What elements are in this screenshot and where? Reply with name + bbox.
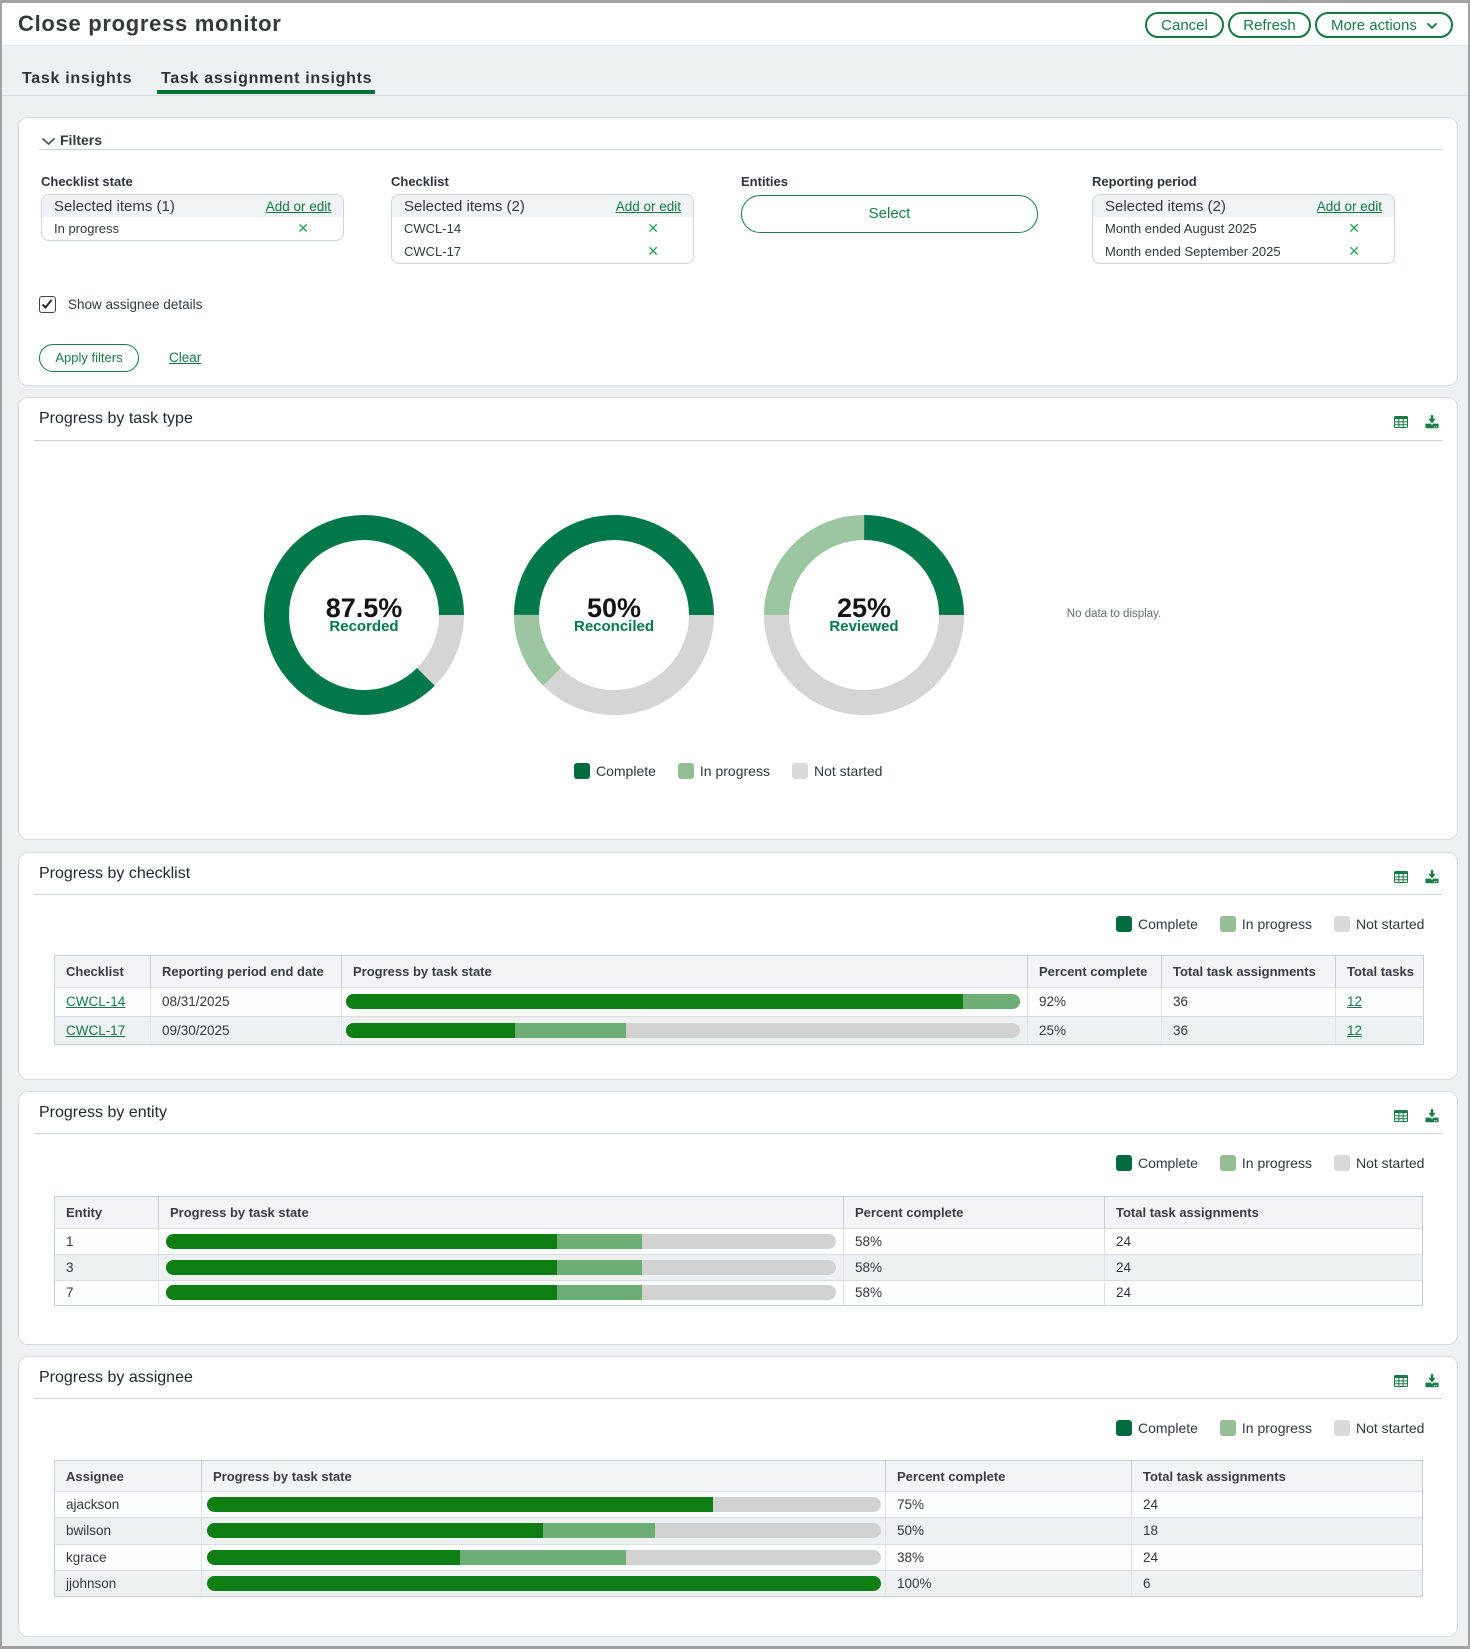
svg-text:25%: 25% bbox=[837, 593, 891, 623]
svg-text:87.5%: 87.5% bbox=[326, 593, 403, 623]
svg-text:Recorded: Recorded bbox=[329, 618, 398, 635]
svg-text:Reviewed: Reviewed bbox=[829, 618, 898, 635]
svg-text:Reconciled: Reconciled bbox=[574, 618, 654, 635]
svg-text:50%: 50% bbox=[587, 593, 641, 623]
